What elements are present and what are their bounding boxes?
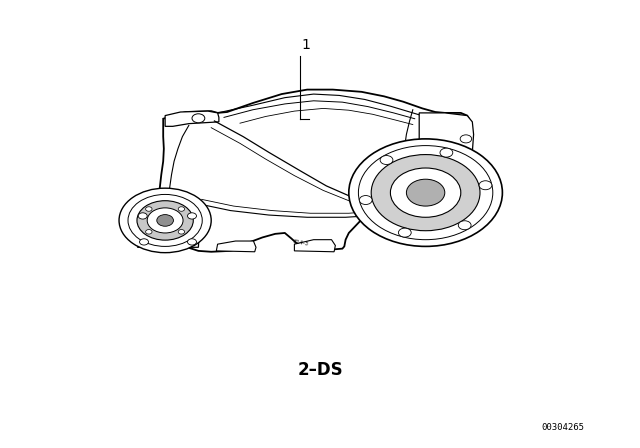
Polygon shape xyxy=(216,241,256,252)
Circle shape xyxy=(359,195,372,204)
Circle shape xyxy=(380,155,393,164)
Circle shape xyxy=(119,188,211,253)
Circle shape xyxy=(192,114,205,123)
Circle shape xyxy=(146,207,152,211)
Circle shape xyxy=(178,229,184,234)
Circle shape xyxy=(178,207,184,211)
Circle shape xyxy=(349,139,502,246)
Circle shape xyxy=(138,213,147,219)
Circle shape xyxy=(460,175,472,183)
Circle shape xyxy=(137,201,193,240)
Circle shape xyxy=(358,146,493,240)
Text: 314-3: 314-3 xyxy=(292,239,309,247)
Circle shape xyxy=(140,239,148,245)
Circle shape xyxy=(390,168,461,217)
Circle shape xyxy=(479,181,492,190)
Circle shape xyxy=(146,229,152,234)
Polygon shape xyxy=(294,240,335,252)
Circle shape xyxy=(128,194,202,246)
Circle shape xyxy=(157,215,173,226)
Circle shape xyxy=(458,221,471,230)
Circle shape xyxy=(440,148,452,157)
Circle shape xyxy=(406,179,445,206)
Circle shape xyxy=(460,135,472,143)
Circle shape xyxy=(147,208,183,233)
Polygon shape xyxy=(419,113,474,220)
Circle shape xyxy=(188,213,196,219)
Circle shape xyxy=(188,239,196,245)
Polygon shape xyxy=(165,111,219,126)
Circle shape xyxy=(371,155,480,231)
Circle shape xyxy=(460,195,472,203)
Text: 1: 1 xyxy=(301,38,310,52)
Polygon shape xyxy=(159,90,470,252)
Circle shape xyxy=(399,228,412,237)
Circle shape xyxy=(460,155,472,163)
Text: 2–DS: 2–DS xyxy=(297,361,343,379)
Text: 00304265: 00304265 xyxy=(541,423,585,432)
Polygon shape xyxy=(136,211,200,247)
